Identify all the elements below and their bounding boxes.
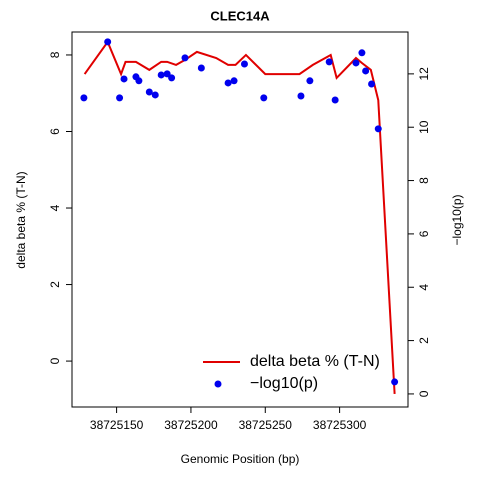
chart-title: CLEC14A (210, 8, 270, 23)
y-tick-label: 8 (48, 51, 62, 58)
y-tick-label: 6 (48, 128, 62, 135)
data-point (352, 59, 360, 67)
data-point (80, 94, 88, 102)
data-point (374, 125, 382, 133)
y2-tick-label: 4 (417, 284, 431, 291)
x-tick-label: 38725200 (164, 418, 218, 432)
y2-tick-label: 2 (417, 337, 431, 344)
data-point (116, 94, 124, 102)
plot-frame (71, 31, 409, 408)
data-point (240, 60, 248, 68)
data-point (391, 378, 399, 386)
data-point (120, 75, 128, 83)
data-point (168, 74, 176, 82)
y2-tick-label: 0 (417, 390, 431, 397)
x-axis-label: Genomic Position (bp) (181, 452, 300, 466)
data-point (197, 64, 205, 72)
data-point (362, 67, 370, 75)
legend-point (214, 380, 222, 388)
data-point (157, 71, 165, 79)
legend-label: −log10(p) (250, 375, 318, 392)
data-point (306, 77, 314, 85)
data-point (260, 94, 268, 102)
data-point (145, 88, 153, 96)
data-point (358, 49, 366, 57)
y2-axis-label: −log10(p) (450, 194, 464, 245)
data-point (104, 38, 112, 46)
y-tick-label: 0 (48, 357, 62, 364)
y2-tick-label: 10 (417, 120, 431, 134)
x-tick-label: 38725300 (313, 418, 367, 432)
data-point (151, 91, 159, 99)
y2-tick-label: 6 (417, 230, 431, 237)
data-line (83, 39, 396, 395)
data-point (230, 77, 238, 85)
y-tick-label: 2 (48, 281, 62, 288)
data-point (297, 92, 305, 100)
y2-tick-label: 8 (417, 177, 431, 184)
legend-label: delta beta % (T-N) (250, 353, 380, 370)
data-point (135, 77, 143, 85)
data-point (331, 96, 339, 104)
y-tick-label: 4 (48, 204, 62, 211)
data-point (368, 80, 376, 88)
y2-tick-label: 12 (417, 67, 431, 81)
data-point (163, 70, 171, 78)
data-point (224, 79, 232, 87)
x-tick-label: 38725250 (239, 418, 293, 432)
y-axis-label: delta beta % (T-N) (14, 171, 28, 268)
x-tick-label: 38725150 (90, 418, 144, 432)
data-point (181, 54, 189, 62)
data-point (325, 58, 333, 66)
